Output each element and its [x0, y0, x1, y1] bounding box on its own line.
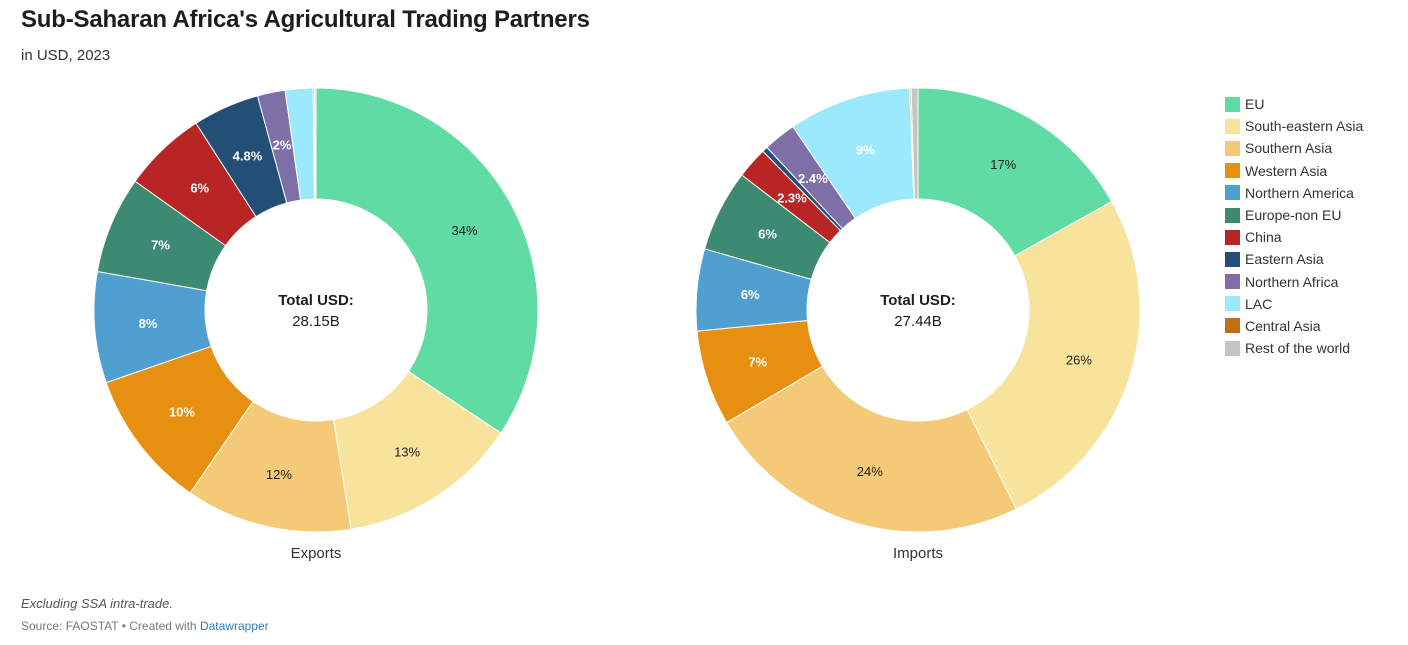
data-label: 9%: [856, 142, 875, 157]
legend: EU South-eastern Asia Southern Asia Western…: [1225, 93, 1408, 359]
legend-item: Northern America: [1225, 182, 1408, 204]
legend-item: Southern Asia: [1225, 137, 1408, 159]
data-label: 24%: [857, 464, 883, 479]
legend-label: Central Asia: [1245, 317, 1321, 334]
legend-swatch: [1225, 340, 1240, 356]
legend-item: China: [1225, 226, 1408, 248]
chart-title: Sub-Saharan Africa's Agricultural Tradin…: [21, 6, 590, 33]
legend-item: South-eastern Asia: [1225, 115, 1408, 137]
legend-item: LAC: [1225, 293, 1408, 315]
exports-donut: 34% 13% 12% 10% 8% 7% 6% 4.8% 2% Total USD: 28.15B…: [93, 87, 539, 562]
data-label: 2%: [273, 137, 292, 152]
data-label: 7%: [748, 354, 767, 369]
slice-eu[interactable]: [315, 87, 539, 434]
data-label: 6%: [741, 287, 760, 302]
legend-swatch: [1225, 274, 1240, 290]
legend-swatch: [1225, 163, 1240, 179]
legend-label: EU: [1245, 96, 1265, 113]
center-total-value: 28.15B: [292, 313, 340, 330]
chart-subtitle: in USD, 2023: [21, 47, 111, 64]
data-label: 8%: [139, 316, 158, 331]
datawrapper-link[interactable]: Datawrapper: [199, 619, 269, 633]
legend-label: Northern America: [1245, 184, 1354, 201]
data-label: 7%: [151, 237, 170, 252]
legend-label: Southern Asia: [1245, 140, 1333, 157]
data-label: 13%: [394, 444, 420, 459]
donut-charts: 34% 13% 12% 10% 8% 7% 6% 4.8% 2% Total USD: 28.15B…: [93, 87, 1141, 562]
legend-item: Northern Africa: [1225, 271, 1408, 293]
legend-item: Western Asia: [1225, 160, 1408, 182]
slice-rest-of-the-world[interactable]: [314, 87, 317, 200]
data-label: 17%: [990, 157, 1016, 172]
slice-rest-of-the-world[interactable]: [910, 87, 919, 200]
center-total-value: 27.44B: [894, 313, 942, 330]
donut-title: Imports: [893, 545, 943, 562]
legend-swatch: [1225, 185, 1240, 201]
data-label: 6%: [758, 227, 777, 242]
legend-item: Europe-non EU: [1225, 204, 1408, 226]
slice-southern-asia[interactable]: [725, 365, 1017, 533]
legend-swatch: [1225, 140, 1240, 156]
legend-swatch: [1225, 318, 1240, 334]
data-label: 12%: [266, 467, 292, 482]
center-total-label: Total USD:: [278, 292, 354, 309]
data-label: 26%: [1066, 352, 1092, 367]
data-label: 2.4%: [798, 171, 828, 186]
data-label: 34%: [452, 223, 478, 238]
legend-label: Rest of the world: [1245, 340, 1351, 357]
data-label: 2.3%: [777, 191, 807, 206]
legend-item: Eastern Asia: [1225, 248, 1408, 270]
legend-label: LAC: [1245, 295, 1273, 312]
legend-label: Eastern Asia: [1245, 251, 1324, 268]
legend-swatch: [1225, 251, 1240, 267]
legend-label: China: [1245, 229, 1282, 246]
data-label: 6%: [190, 181, 209, 196]
legend-label: South-eastern Asia: [1245, 118, 1364, 135]
legend-item: EU: [1225, 93, 1408, 115]
legend-label: Europe-non EU: [1245, 207, 1342, 224]
data-label: 10%: [169, 405, 195, 420]
legend-item: Central Asia: [1225, 315, 1408, 337]
data-label: 4.8%: [233, 149, 263, 164]
legend-label: Northern Africa: [1245, 273, 1339, 290]
legend-swatch: [1225, 207, 1240, 223]
donut-title: Exports: [291, 545, 342, 562]
footnote: Excluding SSA intra-trade.: [21, 596, 173, 611]
imports-donut: 17% 26% 24% 7% 6% 6% 2.3% 2.4% 9% Total USD: 27.44…: [695, 87, 1141, 562]
legend-item: Rest of the world: [1225, 337, 1408, 359]
legend-label: Western Asia: [1245, 162, 1328, 179]
legend-swatch: [1225, 296, 1240, 312]
center-total-label: Total USD:: [880, 292, 956, 309]
slice-eu[interactable]: [917, 87, 1113, 257]
source-text: Source: FAOSTAT • Created with: [21, 619, 200, 633]
legend-swatch: [1225, 118, 1240, 134]
source-line: Source: FAOSTAT • Created with Datawrapp…: [21, 619, 269, 633]
legend-swatch: [1225, 96, 1240, 112]
legend-swatch: [1225, 229, 1240, 245]
slice-south-eastern-asia[interactable]: [966, 200, 1141, 510]
